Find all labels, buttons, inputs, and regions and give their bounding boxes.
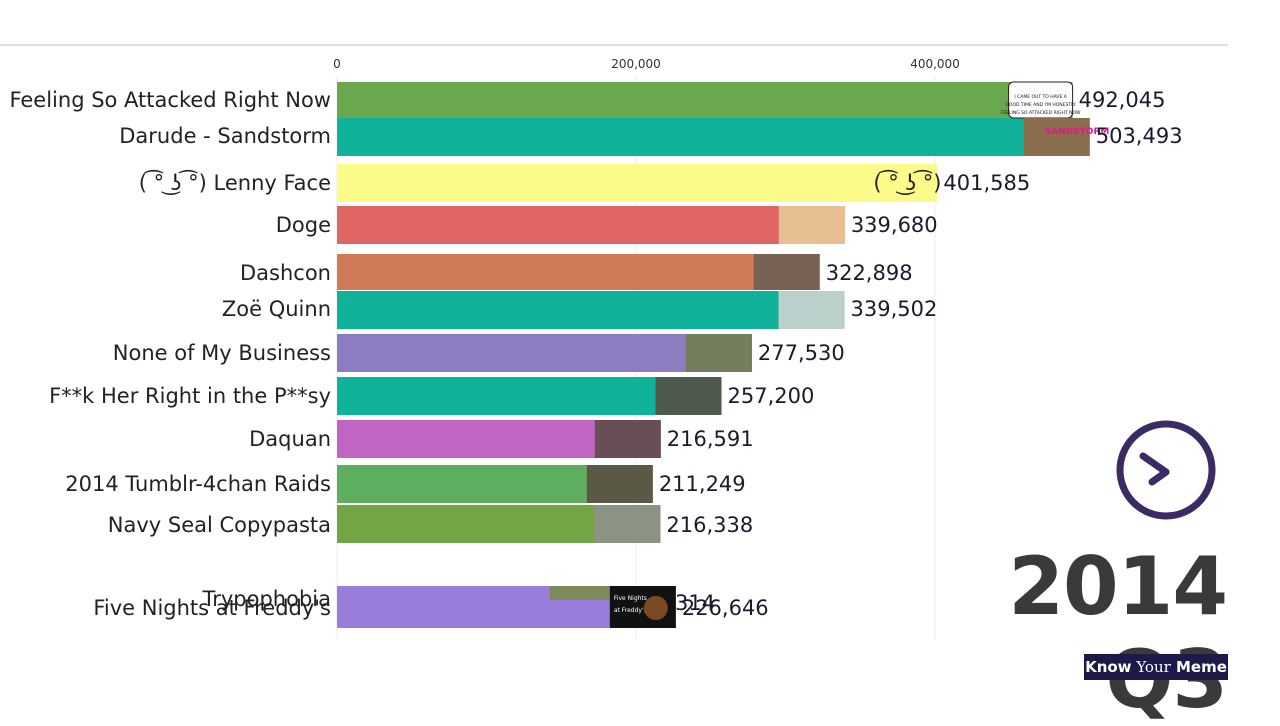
bar	[337, 334, 752, 372]
value-label: 339,502	[851, 297, 938, 321]
value-label: 211,249	[659, 472, 746, 496]
bar	[337, 82, 1073, 118]
x-tick-label: 200,000	[611, 57, 661, 71]
bar-label: Feeling So Attacked Right Now	[9, 88, 331, 112]
know-your-meme-logo[interactable]: Know Your Meme	[1084, 654, 1228, 680]
bar-label: Zoë Quinn	[222, 297, 331, 321]
bar-label: ( ͡° ͜ʖ ͡°) Lenny Face	[139, 170, 331, 195]
bar-label: None of My Business	[113, 341, 331, 365]
value-label: 257,200	[728, 384, 815, 408]
daquan-thumbnail	[594, 420, 661, 458]
value-label: 216,338	[666, 513, 753, 537]
period-label: 2014 Q3	[1008, 540, 1228, 726]
value-label: 339,680	[851, 213, 938, 237]
value-label: 314	[675, 591, 715, 615]
bar-label: Daquan	[249, 427, 331, 451]
kermit-tea-thumbnail	[685, 334, 752, 372]
bar	[337, 291, 845, 329]
bar-label: Navy Seal Copypasta	[108, 513, 331, 537]
bubble-text: GOOD TIME AND I'M HONESTLY	[1005, 102, 1076, 108]
lenny-face-icon: ( ͡° ͜ʖ ͡°)	[873, 170, 941, 195]
bar-label: Doge	[276, 213, 331, 237]
brand-part3: Meme	[1170, 658, 1227, 676]
bar-label: F**k Her Right in the P**sy	[49, 384, 331, 408]
value-label: 322,898	[826, 261, 913, 285]
raids-thumbnail	[586, 465, 653, 503]
value-label: 503,493	[1096, 124, 1183, 148]
x-tick-label: 400,000	[910, 57, 960, 71]
brand-part1: Know	[1085, 658, 1132, 676]
bar-label: Dashcon	[240, 261, 331, 285]
sandstorm-text: SANDSTORM	[1045, 127, 1110, 137]
doge-thumbnail	[778, 206, 845, 244]
brand-part2: Your	[1131, 658, 1171, 676]
dashcon-thumbnail	[753, 254, 820, 290]
value-label: 216,591	[667, 427, 754, 451]
bar	[337, 254, 820, 290]
bar-label: Trypophobia	[201, 587, 331, 611]
bar	[337, 118, 1090, 156]
navy-seal-thumbnail	[594, 505, 661, 543]
value-label: 226,646	[682, 596, 769, 620]
bar-label: Five Nights at Freddy's	[93, 596, 331, 620]
fhrip-thumbnail	[655, 377, 722, 415]
bar	[337, 206, 845, 244]
zoe-quinn-thumbnail	[778, 291, 845, 329]
value-label: 401,585	[943, 171, 1030, 195]
trypophobia-thumbnail	[550, 586, 616, 600]
fnaf-text: Five Nights	[614, 595, 647, 602]
bar-label: Darude - Sandstorm	[119, 124, 331, 148]
sandstorm-thumbnail	[1023, 118, 1090, 156]
clock-icon	[1116, 420, 1216, 520]
freddy-face-icon	[643, 596, 668, 620]
value-label: 277,530	[758, 341, 845, 365]
bar	[337, 164, 938, 202]
bubble-text: I CAME OUT TO HAVE A	[1014, 94, 1067, 100]
fnaf-text: at Freddy's	[614, 607, 647, 614]
bar-label: 2014 Tumblr-4chan Raids	[65, 472, 331, 496]
bubble-text: FEELING SO ATTACKED RIGHT NOW	[1001, 110, 1081, 116]
x-tick-label: 0	[333, 57, 341, 71]
value-label: 492,045	[1079, 88, 1166, 112]
